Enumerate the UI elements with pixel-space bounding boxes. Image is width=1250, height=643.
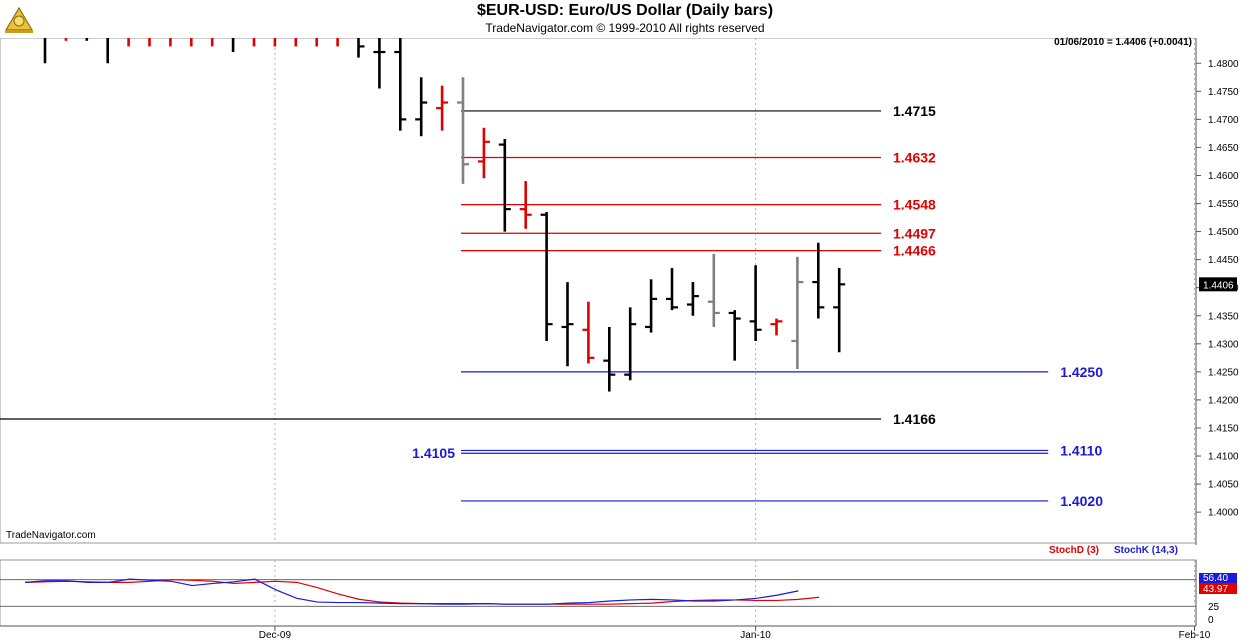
- price-tick-label: 1.4500: [1208, 227, 1239, 238]
- time-tick-label: Jan-10: [740, 630, 771, 641]
- stoch-grid: [0, 560, 1196, 626]
- stoch-tick-label: 0: [1208, 615, 1214, 626]
- price-bars: [43, 38, 846, 392]
- chart-subtitle: TradeNavigator.com © 1999-2010 All right…: [485, 21, 765, 35]
- price-tick-label: 1.4750: [1208, 87, 1239, 98]
- price-tick-label: 1.4250: [1208, 367, 1239, 378]
- price-tick-label: 1.4450: [1208, 255, 1239, 266]
- price-tick-label: 1.4050: [1208, 480, 1239, 491]
- level-label: 1.4497: [893, 225, 936, 241]
- price-axis: 1.4000 1.4050 1.4100 1.4150 1.4200 1.4250 1.43…: [1196, 59, 1239, 519]
- stoch-k-value: 56.40: [1203, 573, 1228, 584]
- level-label: 1.4548: [893, 197, 936, 213]
- chart-title: $EUR-USD: Euro/US Dollar (Daily bars): [476, 2, 774, 19]
- trade-navigator-logo-icon: [4, 6, 34, 33]
- price-levels: 1.4715 1.4632 1.4548 1.4497 1.4466 1.4250 1.41…: [0, 103, 1103, 509]
- price-grid: [274, 38, 1195, 543]
- price-tick-label: 1.4200: [1208, 395, 1239, 406]
- level-label: 1.4020: [1060, 493, 1103, 509]
- brand-watermark: TradeNavigator.com: [6, 530, 96, 541]
- stoch-d-value: 43.97: [1203, 584, 1228, 595]
- price-tick-label: 1.4650: [1208, 143, 1239, 154]
- stoch-k-value-box: [1199, 573, 1237, 583]
- time-tick-label: Feb-10: [1179, 630, 1211, 641]
- price-tick-label: 1.4100: [1208, 452, 1239, 463]
- level-label: 1.4166: [893, 411, 936, 427]
- last-price-box: [1199, 277, 1237, 292]
- level-label: 1.4466: [893, 243, 936, 259]
- stoch-series-line: [24, 578, 799, 605]
- level-label: 1.4250: [1060, 364, 1103, 380]
- price-tick-label: 1.4000: [1208, 508, 1239, 519]
- time-axis: Dec-09 Jan-10 Feb-10: [259, 626, 1211, 641]
- price-tick-label: 1.4550: [1208, 199, 1239, 210]
- price-tick-label: 1.4700: [1208, 115, 1239, 126]
- last-quote: 01/06/2010 = 1.4406 (+0.0041): [1054, 37, 1192, 48]
- legend-stoch-k: StochK (14,3): [1114, 545, 1178, 556]
- time-tick-label: Dec-09: [259, 630, 292, 641]
- price-tick-label: 1.4600: [1208, 171, 1239, 182]
- level-label: 1.4632: [893, 150, 936, 166]
- stoch-lines: [24, 578, 820, 605]
- level-label: 1.4110: [1060, 442, 1102, 458]
- price-tick-label: 1.4800: [1208, 59, 1239, 70]
- level-label: 1.4105: [412, 445, 455, 461]
- legend-stoch-d: StochD (3): [1049, 545, 1099, 556]
- level-label: 1.4715: [893, 103, 936, 119]
- stoch-d-value-box: [1199, 583, 1237, 594]
- price-tick-label: 1.4350: [1208, 311, 1239, 322]
- stoch-panel-frame: [0, 559, 1197, 627]
- price-tick-label: 1.4300: [1208, 339, 1239, 350]
- last-price-label: 1.4406: [1203, 280, 1234, 291]
- price-tick-label: 1.4150: [1208, 423, 1239, 434]
- title-bar: $EUR-USD: Euro/US Dollar (Daily bars) Tr…: [0, 0, 1250, 38]
- price-panel-frame: [0, 37, 1197, 544]
- stoch-tick-label: 25: [1208, 602, 1220, 613]
